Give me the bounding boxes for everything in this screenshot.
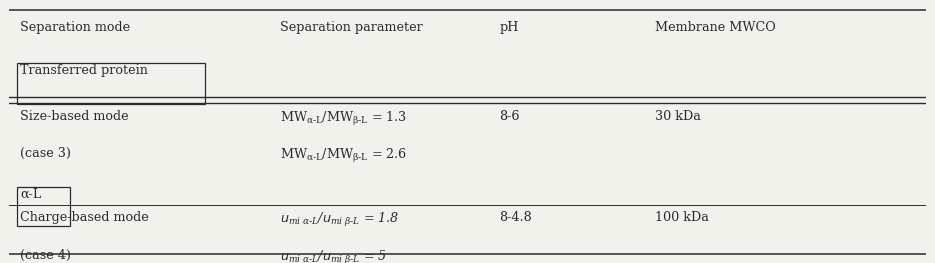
Text: 8-6: 8-6 [499,110,520,123]
Text: 30 kDa: 30 kDa [655,110,701,123]
Text: Transferred protein: Transferred protein [21,64,149,78]
Text: Separation parameter: Separation parameter [280,21,423,34]
Text: (case 3): (case 3) [21,147,71,160]
Text: $u_{\mathregular{mi\ \alpha\text{-}L}}$/$u_{\mathregular{mi\ \beta\text{-}L}}$ =: $u_{\mathregular{mi\ \alpha\text{-}L}}$/… [280,249,387,263]
Text: MW$_{\mathregular{\alpha\text{-}L}}$/MW$_{\mathregular{\beta\text{-}L}}$ = 2.6: MW$_{\mathregular{\alpha\text{-}L}}$/MW$… [280,147,407,165]
Text: Charge-based mode: Charge-based mode [21,211,149,224]
Text: MW$_{\mathregular{\alpha\text{-}L}}$/MW$_{\mathregular{\beta\text{-}L}}$ = 1.3: MW$_{\mathregular{\alpha\text{-}L}}$/MW$… [280,110,407,128]
Text: (case 4): (case 4) [21,249,71,262]
Text: 8-4.8: 8-4.8 [499,211,532,224]
Text: Size-based mode: Size-based mode [21,110,129,123]
Text: Membrane MWCO: Membrane MWCO [655,21,776,34]
Text: $u_{\mathregular{mi\ \alpha\text{-}L}}$/$u_{\mathregular{mi\ \beta\text{-}L}}$ =: $u_{\mathregular{mi\ \alpha\text{-}L}}$/… [280,211,399,229]
Text: Separation mode: Separation mode [21,21,131,34]
Text: α-L: α-L [21,188,41,201]
Text: pH: pH [499,21,519,34]
Text: 100 kDa: 100 kDa [655,211,710,224]
